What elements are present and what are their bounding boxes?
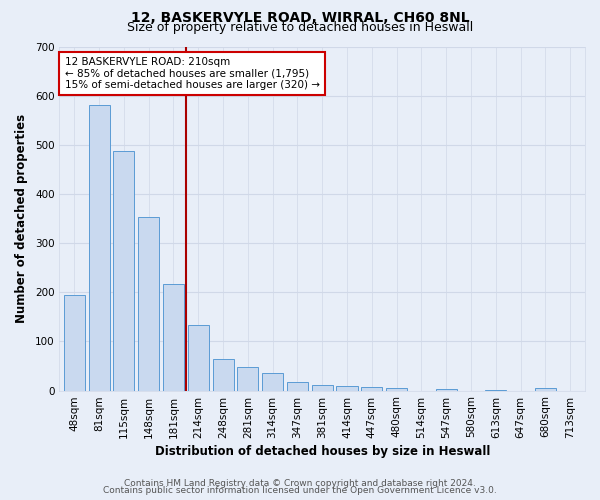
Text: Contains public sector information licensed under the Open Government Licence v3: Contains public sector information licen…: [103, 486, 497, 495]
Bar: [311, 385, 333, 390]
Y-axis label: Number of detached properties: Number of detached properties: [15, 114, 28, 323]
Bar: [337, 386, 358, 390]
X-axis label: Distribution of detached houses by size in Heswall: Distribution of detached houses by size …: [155, 444, 490, 458]
Bar: [64, 294, 85, 390]
Text: 12, BASKERVYLE ROAD, WIRRAL, CH60 8NL: 12, BASKERVYLE ROAD, WIRRAL, CH60 8NL: [131, 11, 469, 25]
Bar: [188, 325, 209, 390]
Text: 12 BASKERVYLE ROAD: 210sqm
← 85% of detached houses are smaller (1,795)
15% of s: 12 BASKERVYLE ROAD: 210sqm ← 85% of deta…: [65, 57, 320, 90]
Bar: [89, 106, 110, 391]
Text: Contains HM Land Registry data © Crown copyright and database right 2024.: Contains HM Land Registry data © Crown c…: [124, 478, 476, 488]
Bar: [238, 367, 259, 390]
Bar: [163, 284, 184, 391]
Bar: [535, 388, 556, 390]
Bar: [138, 217, 159, 390]
Bar: [113, 151, 134, 390]
Bar: [436, 389, 457, 390]
Bar: [361, 386, 382, 390]
Text: Size of property relative to detached houses in Heswall: Size of property relative to detached ho…: [127, 22, 473, 35]
Bar: [287, 382, 308, 390]
Bar: [386, 388, 407, 390]
Bar: [212, 358, 233, 390]
Bar: [262, 374, 283, 390]
